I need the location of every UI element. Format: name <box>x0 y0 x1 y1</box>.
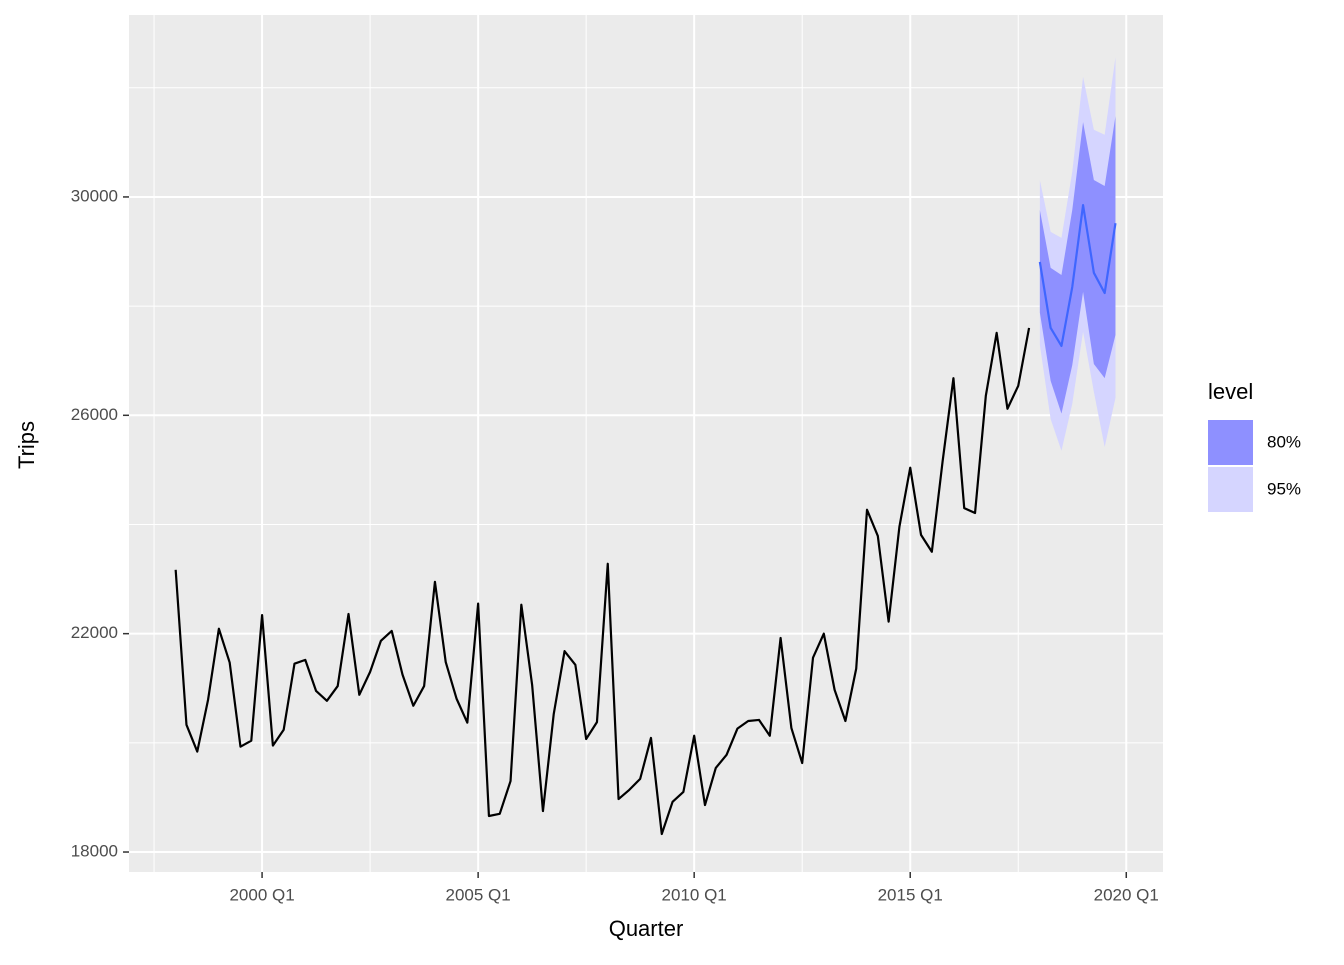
x-tick-label: 2005 Q1 <box>446 885 511 904</box>
legend-label: 80% <box>1267 432 1301 451</box>
legend-key <box>1208 467 1253 512</box>
x-tick-label: 2015 Q1 <box>878 885 943 904</box>
legend-title: level <box>1208 379 1253 404</box>
x-tick-label: 2020 Q1 <box>1094 885 1159 904</box>
y-tick-label: 18000 <box>71 842 118 861</box>
interval-band <box>1039 116 1116 414</box>
x-axis-title: Quarter <box>609 916 684 941</box>
y-tick-label: 22000 <box>71 623 118 642</box>
x-tick-label: 2010 Q1 <box>662 885 727 904</box>
forecast-line <box>1038 204 1117 348</box>
history-line <box>174 327 1031 836</box>
legend-label: 95% <box>1267 479 1301 498</box>
y-tick-label: 26000 <box>71 405 118 424</box>
y-tick-label: 30000 <box>71 186 118 205</box>
y-axis-title: Trips <box>14 421 39 469</box>
x-tick-label: 2000 Q1 <box>229 885 294 904</box>
legend-key <box>1208 420 1253 465</box>
panel <box>129 15 1163 872</box>
